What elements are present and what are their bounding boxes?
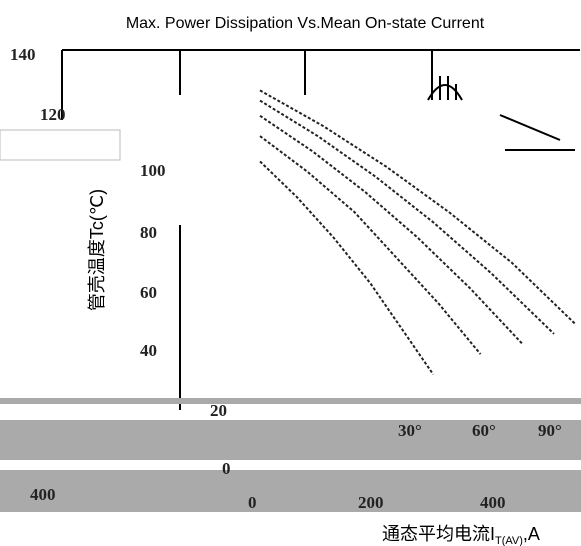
x-tick-label: 200 (358, 493, 384, 512)
x-ticks: 400 0 200 400 (30, 485, 506, 512)
y-tick-label: 0 (222, 459, 231, 478)
x-axis-label-unit: ,A (523, 524, 540, 544)
y-tick-label: 140 (10, 45, 36, 64)
series-layer (259, 89, 576, 375)
x-tick-label: 400 (480, 493, 506, 512)
annotation-label: 60° (472, 421, 496, 440)
series-line (259, 89, 576, 325)
x-axis-label: 通态平均电流IT(AV),A (382, 524, 540, 546)
series-line (259, 135, 482, 355)
series-line (259, 160, 435, 375)
x-tick-label: 0 (248, 493, 257, 512)
series-line (259, 99, 555, 335)
background-bands (0, 129, 581, 512)
y-tick-label: 20 (210, 401, 227, 420)
y-axis-label: 管壳温度Tc(℃) (87, 189, 107, 311)
x-axis-label-sub: T(AV) (495, 535, 523, 546)
annotation-label: 90° (538, 421, 562, 440)
y-ticks: 140 120 100 80 60 40 20 0 (10, 45, 231, 478)
waveform-icon (427, 76, 575, 151)
y-tick-label: 60 (140, 283, 157, 302)
angle-labels: 30° 60° 90° (398, 421, 562, 440)
chart-title: Max. Power Dissipation Vs.Mean On-state … (126, 15, 485, 32)
axis-frame (61, 49, 580, 410)
y-tick-label: 40 (140, 341, 157, 360)
y-tick-label: 120 (40, 105, 66, 124)
y-tick-label: 100 (140, 161, 166, 180)
x-tick-label: 400 (30, 485, 56, 504)
annotation-label: 30° (398, 421, 422, 440)
series-line (259, 114, 524, 345)
y-tick-label: 80 (140, 223, 157, 242)
x-axis-label-main: 通态平均电流I (382, 524, 495, 544)
